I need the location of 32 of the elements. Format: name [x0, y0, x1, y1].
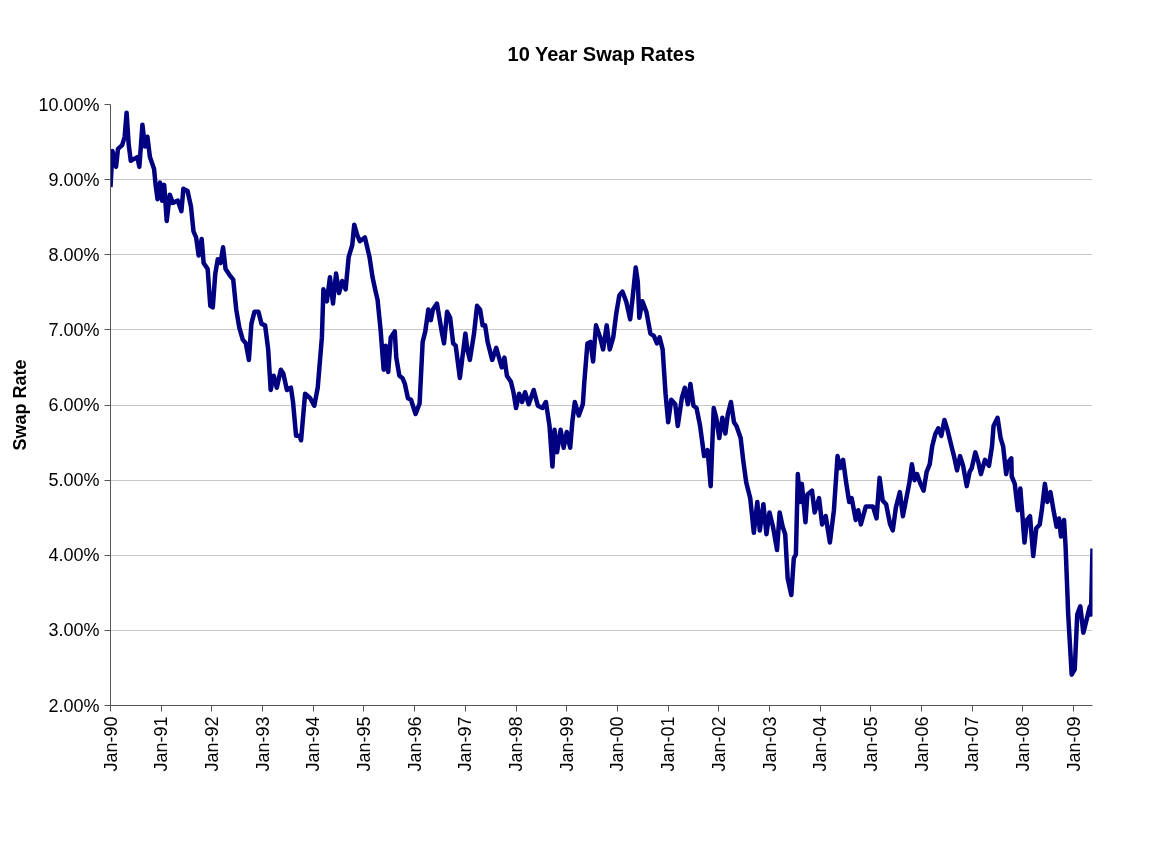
- y-tick-label: 9.00%: [48, 169, 100, 190]
- x-tick-label: Jan-92: [201, 716, 222, 772]
- x-tick-label: Jan-07: [962, 716, 983, 772]
- x-tick-label: Jan-99: [556, 716, 577, 772]
- x-tick-label: Jan-97: [455, 716, 476, 772]
- y-tick-label: 6.00%: [48, 395, 100, 415]
- x-tick-label: Jan-05: [860, 716, 881, 772]
- chart-title: 10 Year Swap Rates: [507, 42, 696, 65]
- x-tick-label: Jan-09: [1063, 716, 1084, 772]
- x-tick-label: Jan-00: [607, 716, 628, 772]
- x-tick-label: Jan-93: [252, 716, 273, 772]
- y-tick-label: 4.00%: [48, 545, 100, 566]
- x-tick-label: Jan-02: [708, 716, 729, 772]
- x-tick-label: Jan-98: [506, 716, 527, 772]
- x-tick-label: Jan-91: [151, 716, 172, 772]
- x-tick-label: Jan-95: [353, 716, 374, 772]
- y-tick-label: 3.00%: [48, 620, 100, 641]
- y-tick-label: 8.00%: [48, 244, 100, 265]
- y-tick-label: 10.00%: [38, 94, 100, 115]
- line-series: [110, 110, 1093, 677]
- y-axis-title: Swap Rate: [10, 359, 31, 451]
- y-tick-label: 5.00%: [48, 470, 100, 491]
- x-tick-label: Jan-08: [1012, 716, 1033, 772]
- x-tick-label: Jan-01: [658, 716, 679, 772]
- y-tick-label: 2.00%: [48, 695, 100, 716]
- x-tick-label: Jan-94: [303, 716, 324, 772]
- x-tick-label: Jan-06: [911, 716, 932, 772]
- x-tick-label: Jan-90: [100, 716, 121, 772]
- x-tick-label: Jan-04: [810, 716, 831, 772]
- x-tick-label: Jan-96: [404, 716, 425, 772]
- y-tick-label: 7.00%: [48, 319, 100, 340]
- x-tick-label: Jan-03: [759, 716, 780, 772]
